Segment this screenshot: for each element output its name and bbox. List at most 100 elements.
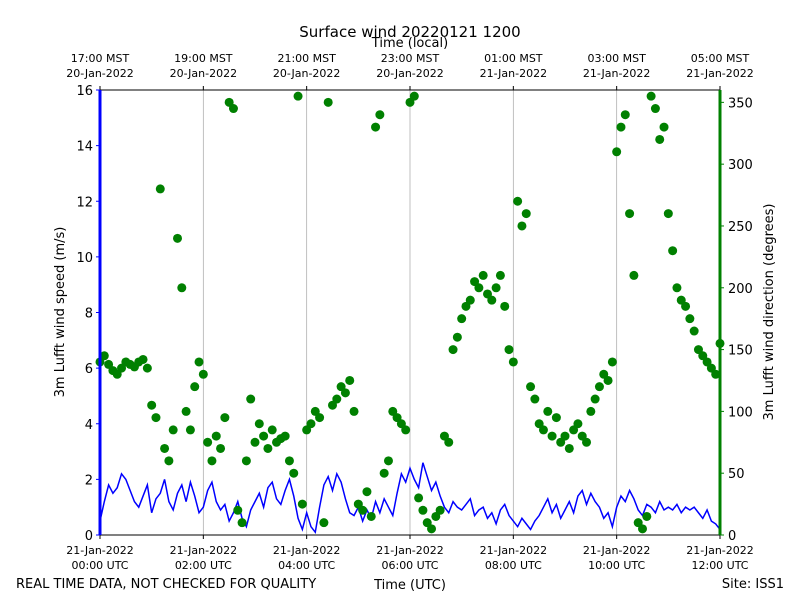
y-axis-label: 3m Lufft wind speed (m/s) [53,227,68,398]
direction-point [491,283,501,293]
x2-tick-label-line: 20-Jan-2022 [376,67,444,80]
y2-tick-label: 250 [728,220,753,235]
x2-tick-label-line: 01:00 MST [484,52,543,65]
x2-tick-label: 17:00 MST 20-Jan-2022 [66,52,134,80]
direction-point [474,283,484,293]
direction-point [689,326,699,336]
direction-point [478,270,488,280]
direction-point [371,122,381,132]
direction-point [250,437,260,447]
x-tick-label: 21-Jan-2022 04:00 UTC [273,544,341,572]
direction-point [495,270,505,280]
speed-line [99,462,721,535]
direction-point [185,425,195,435]
x-tick-label: 21-Jan-2022 00:00 UTC [66,544,134,572]
direction-point [366,511,376,521]
x-tick-label-line: 21-Jan-2022 [686,544,754,557]
direction-point [142,363,152,373]
y-tick-label: 12 [76,195,93,210]
y-tick-label: 2 [85,473,93,488]
direction-point [655,134,665,144]
x2-tick-label-line: 20-Jan-2022 [66,67,134,80]
direction-point [401,425,411,435]
y2-tick-label: 100 [728,405,753,420]
x2-tick-label-line: 03:00 MST [587,52,646,65]
direction-point [207,456,217,466]
direction-point [452,332,462,342]
direction-point [603,375,613,385]
y-tick-label: 4 [85,418,93,433]
direction-point [155,184,165,194]
x-tick-label: 21-Jan-2022 02:00 UTC [170,544,238,572]
direction-point [263,443,273,453]
x-tick-label-line: 21-Jan-2022 [376,544,444,557]
direction-point [340,388,350,398]
direction-point [168,425,178,435]
direction-point [267,425,277,435]
direction-point [332,394,342,404]
direction-point [508,357,518,367]
x2-tick-label-line: 19:00 MST [174,52,233,65]
x-tick-label-line: 21-Jan-2022 [480,544,548,557]
direction-point [465,295,475,305]
direction-point [526,382,536,392]
direction-point [216,443,226,453]
direction-point [375,110,385,120]
y2-tick-label: 200 [728,282,753,297]
direction-point [99,351,109,361]
direction-point [259,431,269,441]
direction-point [220,413,230,423]
y2-tick-label: 300 [728,158,753,173]
x-tick-label-line: 21-Jan-2022 [273,544,341,557]
direction-point [379,468,389,478]
y-tick-label: 8 [85,307,93,322]
y-tick-label: 0 [85,529,93,544]
direction-point [650,104,660,114]
x2-tick-label: 01:00 MST 21-Jan-2022 [480,52,548,80]
direction-point [241,456,251,466]
direction-point [315,413,325,423]
direction-point [427,524,437,534]
direction-point [293,91,303,101]
direction-point [663,209,673,219]
direction-point [190,382,200,392]
x2-tick-label: 21:00 MST 20-Jan-2022 [273,52,341,80]
x2-axis-label: Time (local) [371,36,448,51]
direction-point [246,394,256,404]
direction-point [504,345,514,355]
direction-point [151,413,161,423]
direction-point [444,437,454,447]
direction-point [297,499,307,509]
direction-point [629,270,639,280]
footer-note: REAL TIME DATA, NOT CHECKED FOR QUALITY [16,577,316,592]
direction-point [160,443,170,453]
direction-point [418,505,428,515]
x-tick-label: 21-Jan-2022 10:00 UTC [583,544,651,572]
direction-point [280,431,290,441]
direction-point [237,518,247,528]
direction-point [586,406,596,416]
x-tick-label-line: 02:00 UTC [175,559,232,572]
x-tick-label-line: 21-Jan-2022 [170,544,238,557]
direction-point [638,524,647,534]
direction-point [543,406,553,416]
y2-tick-label: 350 [728,96,753,111]
direction-point [457,314,467,324]
direction-point [138,354,148,364]
direction-point [211,431,221,441]
x2-tick-label-line: 21:00 MST [277,52,336,65]
direction-point [362,487,372,497]
direction-point [711,369,721,379]
direction-point [672,283,682,293]
direction-point [547,431,557,441]
direction-point [233,505,243,515]
y-tick-label: 16 [76,84,93,99]
x2-tick-label: 23:00 MST 20-Jan-2022 [376,52,444,80]
direction-point [435,505,445,515]
x2-tick-label: 05:00 MST 21-Jan-2022 [686,52,754,80]
y2-tick-label: 150 [728,344,753,359]
direction-point [521,209,531,219]
direction-point [349,406,359,416]
direction-point [177,283,187,293]
direction-point [181,406,191,416]
